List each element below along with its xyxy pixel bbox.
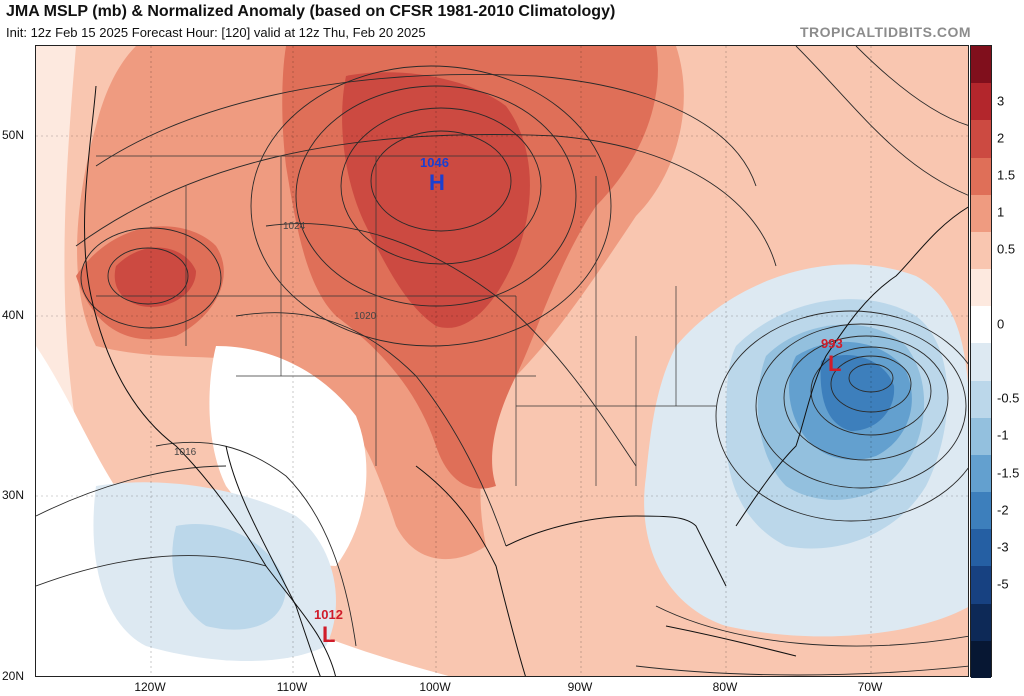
isobar-contours (36, 46, 968, 676)
colorbar-segment (971, 640, 991, 679)
colorbar-segment (971, 306, 991, 344)
lon-label-110w: 110W (276, 680, 308, 694)
colorbar-segment (971, 46, 991, 84)
colorbar-tick-label: -0.5 (997, 390, 1020, 406)
low-center-letter-mexico: L (322, 622, 335, 647)
colorbar-tick-label: 1.5 (997, 167, 1016, 183)
state-borders (96, 155, 716, 486)
colorbar-tick-label: 2 (997, 130, 1005, 146)
anomaly-baja-negative (172, 524, 286, 630)
anomaly-west-high-core (114, 247, 196, 307)
colorbar-segment (971, 417, 991, 456)
isobar-label-1024: 1024 (283, 221, 306, 232)
colorbar-segment (971, 566, 991, 605)
colorbar-segment (971, 83, 991, 121)
lat-label-50n: 50N (2, 128, 25, 142)
low-center-value-atlantic: 993 (821, 336, 843, 351)
lon-label-80w: 80W (712, 680, 738, 694)
colorbar-segment (971, 529, 991, 567)
colorbar-tick-label: -1.5 (997, 465, 1020, 481)
lat-label-40n: 40N (2, 308, 25, 322)
low-center-letter-atlantic: L (828, 351, 841, 376)
lon-label-120w: 120W (134, 680, 166, 694)
high-center-letter: H (429, 170, 445, 195)
lon-label-100w: 100W (419, 680, 451, 694)
brand-watermark: TROPICALTIDBITS.COM (799, 24, 971, 40)
lon-label-70w: 70W (857, 680, 883, 694)
isobar-label-1016: 1016 (174, 447, 197, 458)
map-canvas: 1024 1020 1016 1046 H 993 L 1012 L (36, 46, 968, 676)
colorbar-tick-label: -3 (997, 539, 1009, 555)
colorbar-segment (971, 157, 991, 196)
colorbar-tick-label: 1 (997, 204, 1005, 220)
colorbar-tick-label: -2 (997, 502, 1009, 518)
colorbar-tick-label: 3 (997, 93, 1005, 109)
colorbar-segment (971, 380, 991, 419)
coastlines (84, 85, 968, 676)
lat-label-20n: 20N (2, 669, 25, 683)
colorbar-segment (971, 343, 991, 382)
high-center-value: 1046 (420, 155, 449, 170)
colorbar-segment (971, 269, 991, 307)
isobar-label-1020: 1020 (354, 311, 377, 322)
colorbar-tick-label: -1 (997, 427, 1009, 443)
chart-title: JMA MSLP (mb) & Normalized Anomaly (base… (6, 3, 616, 20)
colorbar-segment (971, 231, 991, 270)
lon-label-90w: 90W (567, 680, 593, 694)
lat-lon-grid (36, 46, 968, 676)
lat-label-30n: 30N (2, 488, 25, 502)
colorbar-segment (971, 603, 991, 642)
colorbar-segment (971, 492, 991, 530)
low-center-value-mexico: 1012 (314, 607, 343, 622)
colorbar-tick-label: 0.5 (997, 241, 1016, 257)
colorbar-tick-label: -5 (997, 576, 1009, 592)
colorbar-segment (971, 194, 991, 233)
anomaly-positive-2 (342, 72, 530, 328)
colorbar-segment (971, 454, 991, 493)
colorbar-tick-label: 0 (997, 316, 1005, 332)
colorbar-segment (971, 120, 991, 159)
chart-subtitle: Init: 12z Feb 15 2025 Forecast Hour: [12… (6, 25, 426, 40)
colorbar (970, 45, 992, 679)
map-panel: 1024 1020 1016 1046 H 993 L 1012 L (35, 45, 969, 677)
